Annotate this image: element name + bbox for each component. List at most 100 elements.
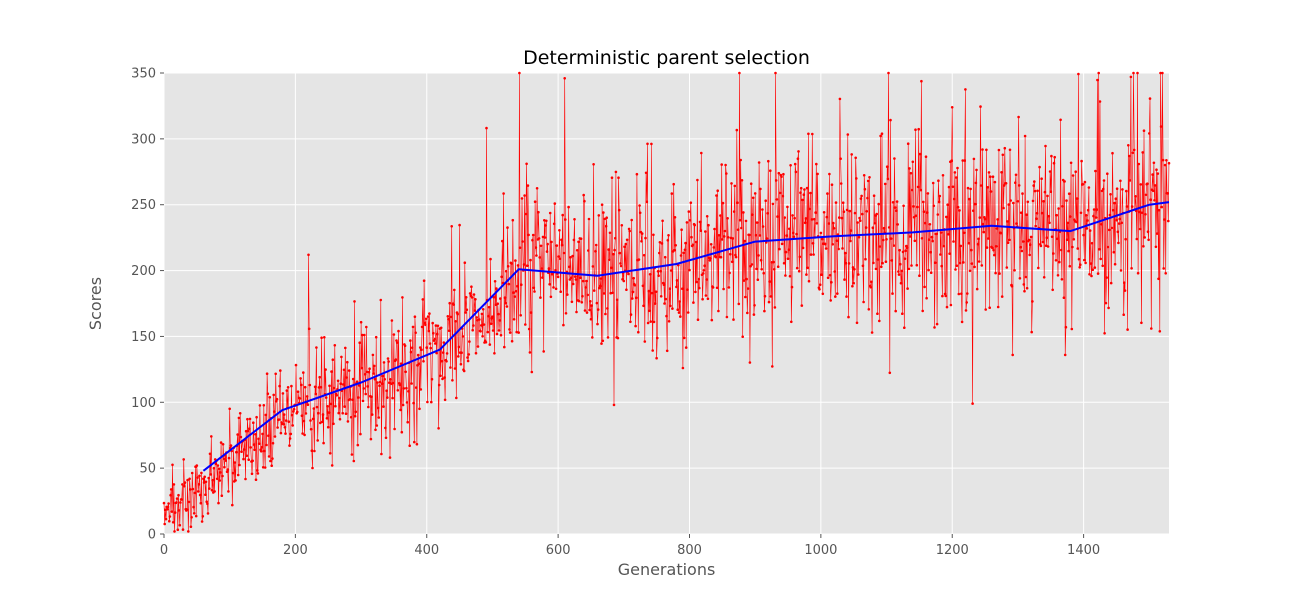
score-point — [928, 223, 932, 226]
score-point — [542, 350, 545, 353]
score-point — [1125, 189, 1128, 193]
score-point — [396, 389, 400, 392]
score-point — [270, 464, 274, 468]
score-point — [581, 279, 585, 283]
score-point — [307, 327, 311, 331]
score-point — [1146, 230, 1150, 233]
score-point — [757, 254, 760, 257]
score-point — [888, 371, 892, 375]
x-tick-label: 600 — [546, 543, 571, 558]
score-point — [654, 302, 657, 305]
score-point — [798, 255, 802, 259]
score-point — [180, 498, 183, 501]
score-point — [321, 413, 325, 416]
score-point — [406, 420, 410, 424]
score-point — [422, 360, 425, 363]
score-point — [627, 272, 630, 276]
score-point — [332, 386, 336, 390]
score-point — [737, 302, 741, 306]
score-point — [313, 385, 317, 389]
score-point — [216, 464, 220, 467]
score-point — [491, 329, 495, 332]
score-point — [519, 314, 522, 317]
score-point — [1161, 71, 1164, 75]
score-point — [1130, 205, 1134, 208]
score-point — [803, 188, 806, 191]
score-point — [352, 459, 356, 463]
score-point — [437, 427, 440, 430]
x-tick-label: 1200 — [936, 543, 969, 558]
score-point — [480, 312, 484, 316]
score-point — [1148, 132, 1151, 135]
score-point — [838, 216, 841, 219]
score-point — [837, 247, 840, 251]
score-point — [1103, 332, 1106, 335]
score-point — [558, 229, 561, 232]
score-point — [967, 241, 970, 245]
score-point — [776, 215, 779, 218]
score-point — [957, 292, 961, 296]
score-point — [552, 286, 555, 289]
score-point — [1049, 190, 1053, 193]
score-point — [514, 289, 518, 293]
score-point — [598, 286, 601, 290]
score-point — [1090, 241, 1094, 245]
score-point — [699, 229, 702, 232]
score-point — [471, 328, 475, 332]
score-point — [763, 309, 766, 313]
score-point — [583, 199, 586, 203]
score-point — [1167, 161, 1171, 165]
score-point — [701, 297, 704, 301]
score-point — [401, 296, 404, 299]
score-point — [754, 233, 758, 237]
score-point — [570, 300, 574, 304]
score-point — [1160, 205, 1164, 209]
score-point — [1035, 211, 1039, 215]
score-point — [503, 296, 507, 300]
score-point — [763, 294, 767, 298]
score-point — [853, 268, 856, 271]
score-point — [1111, 151, 1114, 155]
score-point — [310, 449, 314, 453]
score-point — [412, 401, 415, 405]
score-point — [895, 200, 899, 203]
score-point — [484, 340, 488, 344]
score-point — [1029, 235, 1033, 239]
score-point — [1040, 211, 1044, 215]
score-point — [610, 176, 614, 179]
score-point — [1092, 214, 1095, 218]
score-point — [809, 253, 813, 256]
score-point — [768, 280, 771, 283]
score-point — [824, 247, 828, 250]
score-point — [678, 300, 681, 303]
score-point — [229, 444, 233, 447]
score-point — [1010, 284, 1014, 288]
score-point — [254, 478, 258, 482]
y-tick-label: 300 — [131, 132, 156, 147]
score-point — [839, 157, 842, 160]
score-point — [1093, 266, 1097, 269]
score-point — [840, 216, 844, 220]
score-point — [594, 243, 598, 247]
score-point — [581, 294, 584, 298]
score-point — [628, 229, 631, 233]
score-point — [644, 236, 647, 240]
score-point — [1077, 257, 1081, 261]
score-point — [1144, 213, 1147, 216]
score-point — [547, 267, 551, 270]
x-tick-label: 1400 — [1067, 543, 1100, 558]
score-point — [592, 289, 596, 292]
score-point — [814, 211, 817, 214]
score-point — [850, 153, 853, 156]
score-point — [849, 239, 852, 243]
score-point — [309, 419, 312, 422]
score-point — [445, 352, 449, 355]
score-point — [1148, 97, 1152, 100]
score-point — [306, 403, 310, 407]
score-point — [384, 426, 387, 430]
score-point — [725, 315, 729, 319]
score-point — [679, 254, 683, 257]
score-point — [1113, 262, 1117, 266]
score-point — [550, 240, 553, 244]
score-point — [424, 317, 428, 321]
